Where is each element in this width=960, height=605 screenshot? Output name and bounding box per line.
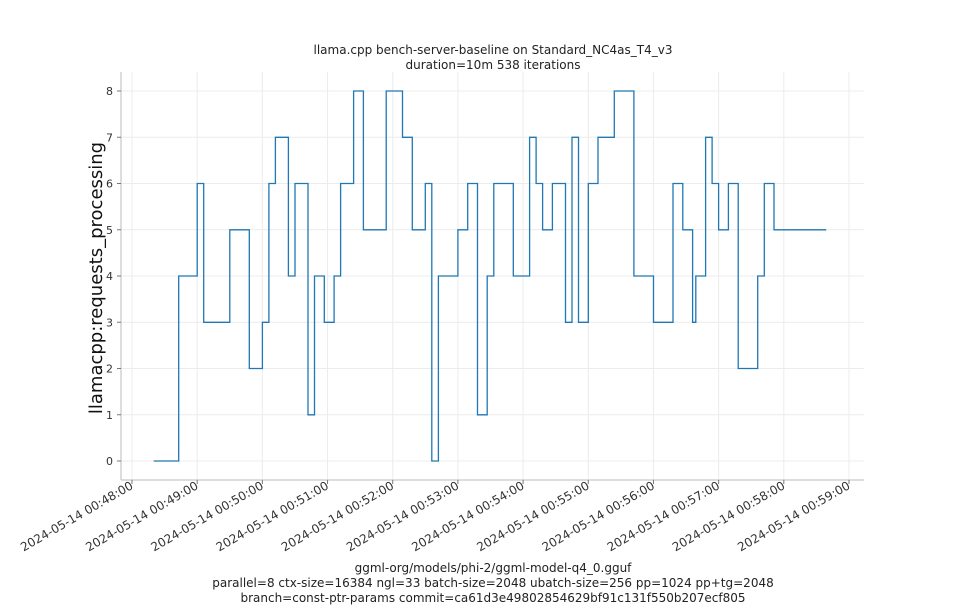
x-tick-label: 2024-05-14 00:57:00: [605, 478, 722, 554]
x-tick-label: 2024-05-14 00:50:00: [148, 478, 265, 554]
x-tick-label: 2024-05-14 00:49:00: [83, 478, 200, 554]
footer-model: ggml-org/models/phi-2/ggml-model-q4_0.gg…: [354, 561, 632, 575]
y-tick-label: 3: [106, 316, 113, 329]
series-line: [153, 90, 827, 462]
y-tick-label: 5: [106, 224, 113, 237]
x-tick-label: 2024-05-14 00:48:00: [18, 478, 135, 554]
x-tick-label: 2024-05-14 00:58:00: [670, 478, 787, 554]
chart-title: llama.cpp bench-server-baseline on Stand…: [313, 43, 673, 57]
y-tick-label: 6: [106, 178, 113, 191]
y-tick-label: 7: [106, 131, 113, 144]
y-axis-ticks: 0 1 2 3 4 5 6 7 8: [106, 85, 121, 468]
x-tick-label: 2024-05-14 00:53:00: [344, 478, 461, 554]
footer-branch: branch=const-ptr-params commit=ca61d3e49…: [240, 591, 746, 605]
footer-params: parallel=8 ctx-size=16384 ngl=33 batch-s…: [212, 576, 774, 590]
y-tick-label: 2: [106, 363, 113, 376]
x-tick-label: 2024-05-14 00:55:00: [474, 478, 591, 554]
x-tick-label: 2024-05-14 00:59:00: [735, 478, 852, 554]
chart-subtitle: duration=10m 538 iterations: [405, 58, 581, 72]
y-axis-label: llamacpp:requests_processing: [86, 142, 107, 414]
y-tick-label: 8: [106, 85, 113, 98]
x-tick-label: 2024-05-14 00:54:00: [409, 478, 526, 554]
y-tick-label: 0: [106, 455, 113, 468]
y-tick-label: 1: [106, 409, 113, 422]
y-tick-label: 4: [106, 270, 113, 283]
series-layer: [153, 90, 827, 462]
x-tick-label: 2024-05-14 00:51:00: [214, 478, 331, 554]
x-tick-label: 2024-05-14 00:52:00: [279, 478, 396, 554]
x-tick-label: 2024-05-14 00:56:00: [540, 478, 657, 554]
